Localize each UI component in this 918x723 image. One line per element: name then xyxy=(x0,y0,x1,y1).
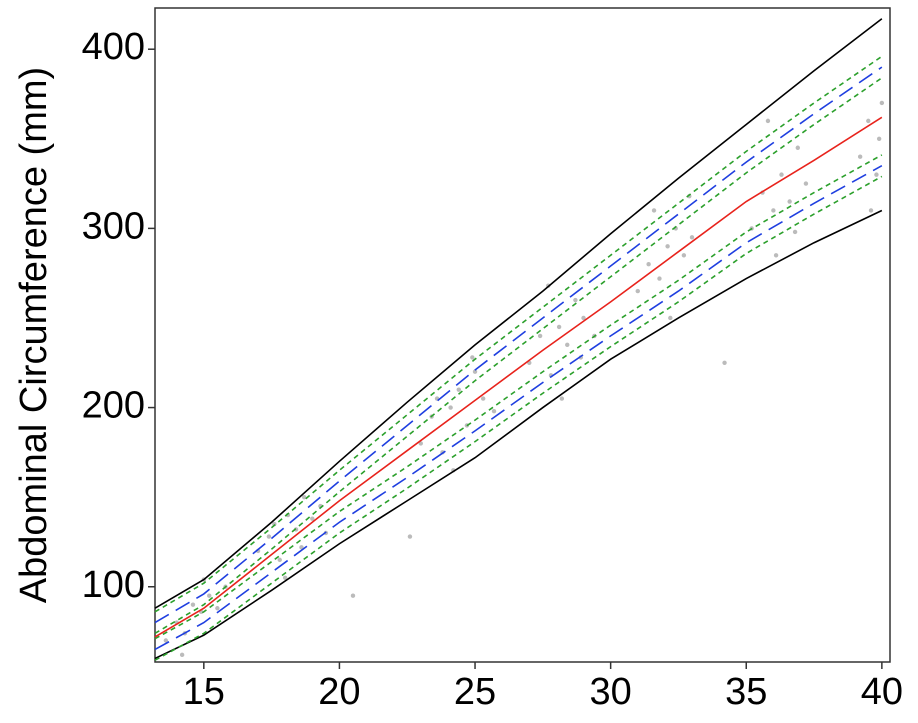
data-point xyxy=(299,545,304,550)
x-tick-label: 15 xyxy=(183,671,225,713)
data-point xyxy=(787,199,792,204)
data-point xyxy=(277,557,282,563)
curve xyxy=(154,209,883,660)
data-point xyxy=(215,606,220,611)
data-point xyxy=(350,593,356,598)
data-point xyxy=(565,342,570,348)
data-point xyxy=(179,652,185,658)
data-point xyxy=(646,262,651,267)
data-point xyxy=(163,638,169,643)
data-point xyxy=(310,516,315,521)
y-tick-label: 200 xyxy=(82,385,145,427)
data-point xyxy=(559,396,565,401)
curve xyxy=(154,116,883,638)
data-point xyxy=(866,118,871,124)
data-point xyxy=(857,154,863,159)
x-tick-label: 25 xyxy=(454,671,496,713)
data-point xyxy=(665,244,670,249)
data-point xyxy=(765,118,771,124)
curve xyxy=(154,164,883,651)
x-tick-label: 35 xyxy=(725,671,767,713)
data-point xyxy=(879,100,885,106)
y-tick-label: 400 xyxy=(82,26,145,68)
data-point xyxy=(779,172,784,177)
y-tick-label: 100 xyxy=(82,564,145,606)
data-point xyxy=(448,405,453,410)
data-point xyxy=(651,208,657,213)
data-point xyxy=(407,534,413,539)
data-point xyxy=(470,355,475,360)
data-point xyxy=(722,360,727,365)
data-point xyxy=(657,276,662,281)
data-point xyxy=(581,315,586,321)
y-axis-label: Abdominal Circumference (mm) xyxy=(13,67,55,603)
x-tick-label: 40 xyxy=(861,671,903,713)
data-point xyxy=(689,235,695,240)
curve xyxy=(154,77,883,635)
data-point xyxy=(491,408,497,414)
curve xyxy=(154,55,883,613)
data-point xyxy=(282,575,288,580)
data-point xyxy=(868,208,874,213)
data-point xyxy=(537,333,543,339)
data-point xyxy=(635,288,640,294)
data-point xyxy=(795,145,800,150)
data-point xyxy=(456,387,461,392)
curve xyxy=(154,175,883,661)
curve xyxy=(154,154,883,640)
data-point xyxy=(573,297,578,303)
data-point xyxy=(681,253,687,258)
data-point xyxy=(792,229,798,235)
x-tick-label: 30 xyxy=(590,671,632,713)
curve xyxy=(154,66,883,624)
data-point xyxy=(874,172,879,177)
data-point xyxy=(472,369,478,374)
data-point xyxy=(207,593,212,598)
data-point xyxy=(668,315,673,321)
data-point xyxy=(876,136,882,141)
data-point xyxy=(771,208,776,213)
data-point xyxy=(803,181,809,186)
data-point xyxy=(480,396,486,401)
plot-frame xyxy=(154,7,891,663)
curve xyxy=(154,18,883,609)
data-point xyxy=(266,534,272,539)
y-tick-label: 300 xyxy=(82,205,145,247)
data-point xyxy=(301,494,307,500)
data-point xyxy=(190,602,196,607)
x-tick-label: 20 xyxy=(318,671,360,713)
data-point xyxy=(556,324,562,330)
data-point xyxy=(773,253,779,258)
